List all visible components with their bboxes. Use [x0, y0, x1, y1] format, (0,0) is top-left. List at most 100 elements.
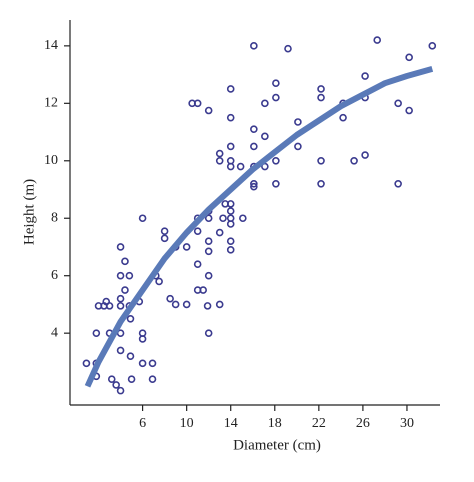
point — [272, 79, 280, 88]
point — [121, 257, 129, 266]
point — [394, 99, 402, 108]
point — [317, 179, 325, 188]
point — [272, 93, 280, 102]
x-tick-label: 30 — [400, 416, 414, 431]
point — [215, 149, 224, 158]
point — [226, 220, 235, 228]
point — [107, 375, 116, 383]
point — [82, 359, 91, 368]
point — [294, 142, 302, 151]
point — [127, 375, 136, 383]
point — [361, 151, 369, 159]
y-tick-label: 6 — [51, 268, 58, 283]
point — [112, 381, 120, 389]
point — [361, 72, 369, 80]
point — [148, 375, 157, 383]
point — [250, 142, 258, 151]
point — [226, 207, 235, 215]
point — [116, 294, 125, 303]
point — [138, 214, 147, 223]
y-tick-label: 8 — [51, 210, 58, 225]
point — [126, 315, 135, 323]
point — [193, 260, 202, 269]
x-tick-label: 18 — [268, 416, 282, 431]
point — [317, 156, 325, 165]
point — [155, 277, 163, 286]
point — [239, 214, 247, 223]
point — [204, 247, 213, 256]
point — [350, 156, 358, 165]
point — [182, 300, 191, 309]
point — [250, 182, 258, 191]
point — [215, 300, 224, 309]
point — [250, 42, 258, 50]
point — [203, 302, 212, 310]
x-tick-label: 10 — [180, 416, 194, 431]
point — [373, 36, 382, 44]
x-tick-label: 22 — [312, 416, 326, 431]
point — [125, 271, 134, 280]
y-axis-label: Height (m) — [21, 179, 37, 245]
y-tick-label: 10 — [44, 153, 58, 168]
point — [428, 42, 437, 50]
point — [215, 228, 224, 237]
point — [394, 179, 402, 188]
point — [171, 300, 180, 309]
point — [193, 227, 202, 235]
point — [226, 162, 235, 171]
point — [204, 106, 213, 115]
x-tick-label: 6 — [139, 416, 146, 431]
point — [166, 294, 174, 303]
point — [204, 214, 213, 223]
point — [226, 85, 235, 93]
point — [138, 335, 147, 343]
point — [126, 352, 135, 360]
point — [405, 106, 413, 115]
point — [116, 271, 125, 280]
point — [92, 329, 101, 337]
fit-curve — [84, 65, 434, 388]
point — [226, 113, 235, 122]
point — [121, 286, 129, 294]
point — [204, 271, 213, 280]
point — [105, 302, 114, 310]
point — [116, 243, 125, 251]
point — [226, 237, 235, 246]
point — [204, 329, 213, 337]
point — [226, 142, 235, 151]
y-tick-label: 14 — [44, 38, 58, 53]
point — [160, 234, 169, 243]
point — [138, 359, 147, 368]
point — [317, 93, 325, 102]
point — [339, 113, 347, 122]
point — [160, 227, 169, 235]
point — [250, 125, 258, 133]
point — [236, 162, 245, 171]
point — [294, 118, 302, 126]
point — [226, 246, 235, 254]
point — [182, 243, 191, 251]
point — [272, 156, 280, 165]
point — [193, 99, 202, 108]
y-tick-label: 4 — [51, 325, 58, 340]
y-tick-label: 12 — [44, 96, 58, 111]
point — [116, 346, 125, 355]
point — [215, 156, 224, 165]
point — [405, 53, 413, 62]
point — [116, 302, 125, 310]
x-tick-label: 26 — [356, 416, 370, 431]
point — [219, 214, 227, 223]
point — [250, 179, 258, 188]
point — [148, 359, 157, 368]
point — [272, 179, 280, 188]
point — [116, 386, 125, 395]
point — [317, 85, 325, 93]
point — [261, 132, 269, 141]
point — [284, 44, 292, 53]
point — [199, 286, 207, 294]
x-axis-label: Diameter (cm) — [233, 437, 321, 453]
point — [204, 237, 213, 246]
x-tick-label: 14 — [224, 416, 238, 431]
point — [261, 99, 269, 108]
